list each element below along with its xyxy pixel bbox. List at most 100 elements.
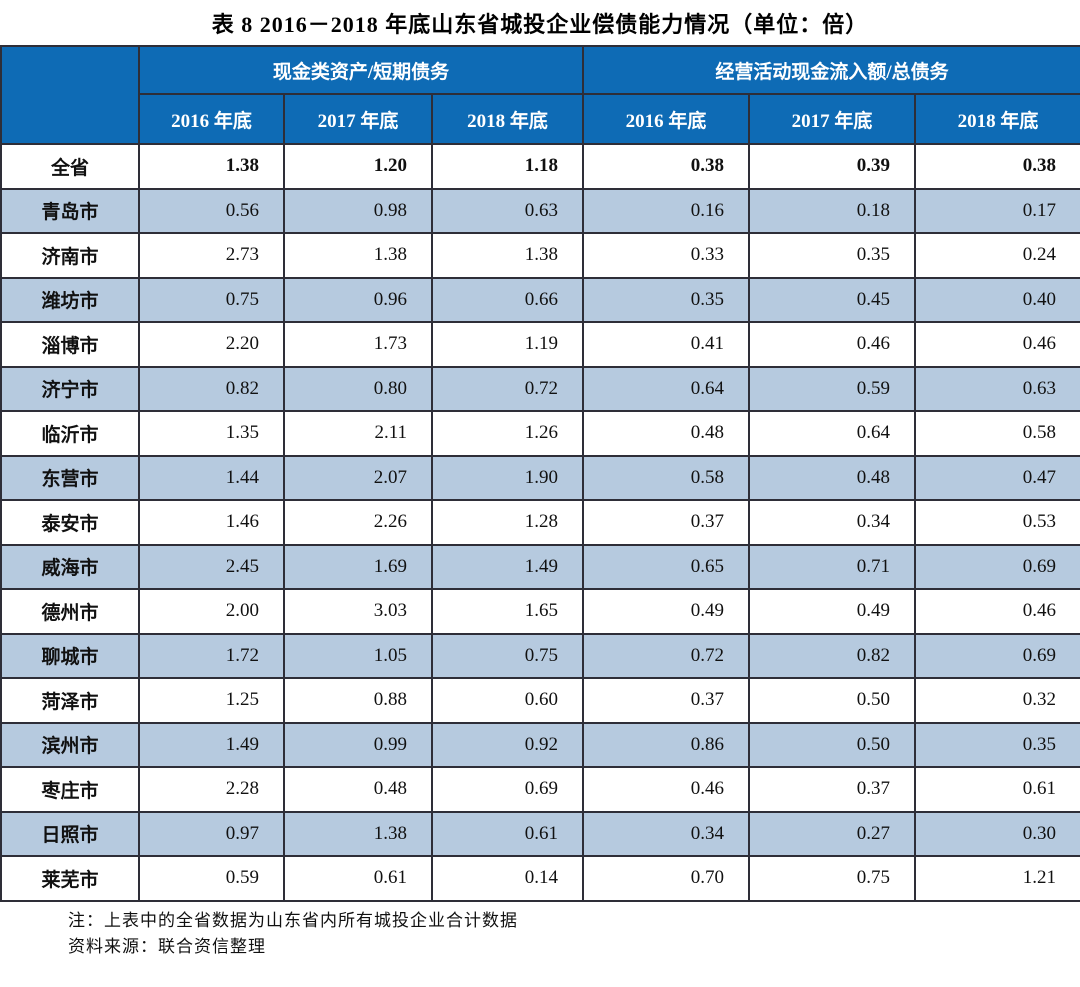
region-cell: 滨州市	[0, 721, 140, 768]
table-row: 济南市 2.73 1.38 1.38 0.33 0.35 0.24	[0, 232, 1080, 279]
value-cell: 1.69	[283, 543, 433, 590]
value-cell: 1.18	[431, 143, 584, 190]
year-header-row: 2016 年底 2017 年底 2018 年底 2016 年底 2017 年底 …	[1, 93, 1080, 145]
year-header-2018-left: 2018 年底	[431, 93, 584, 145]
table-row: 东营市 1.44 2.07 1.90 0.58 0.48 0.47	[0, 454, 1080, 501]
value-cell: 0.48	[283, 766, 433, 813]
region-cell: 临沂市	[0, 410, 140, 457]
value-cell: 0.35	[914, 721, 1080, 768]
value-cell: 0.56	[138, 187, 285, 234]
value-cell: 0.46	[582, 766, 750, 813]
data-table: 现金类资产/短期债务 经营活动现金流入额/总债务 2016 年底 2017 年底…	[0, 45, 1080, 902]
value-cell: 1.65	[431, 588, 584, 635]
table-row: 枣庄市 2.28 0.48 0.69 0.46 0.37 0.61	[0, 766, 1080, 813]
table-row: 淄博市 2.20 1.73 1.19 0.41 0.46 0.46	[0, 321, 1080, 368]
value-cell: 1.28	[431, 499, 584, 546]
table-row: 全省 1.38 1.20 1.18 0.38 0.39 0.38	[0, 143, 1080, 190]
region-cell: 聊城市	[0, 632, 140, 679]
value-cell: 0.47	[914, 454, 1080, 501]
region-cell: 潍坊市	[0, 276, 140, 323]
value-cell: 1.38	[138, 143, 285, 190]
value-cell: 2.45	[138, 543, 285, 590]
page-title: 表 8 2016－2018 年底山东省城投企业偿债能力情况（单位：倍）	[211, 12, 869, 37]
value-cell: 0.37	[582, 499, 750, 546]
value-cell: 0.70	[582, 855, 750, 902]
value-cell: 0.96	[283, 276, 433, 323]
value-cell: 0.33	[582, 232, 750, 279]
value-cell: 0.61	[431, 810, 584, 857]
value-cell: 1.73	[283, 321, 433, 368]
value-cell: 0.30	[914, 810, 1080, 857]
value-cell: 0.58	[582, 454, 750, 501]
region-cell: 济宁市	[0, 365, 140, 412]
table-notes: 注：上表中的全省数据为山东省内所有城投企业合计数据 资料来源：联合资信整理	[0, 902, 1080, 961]
value-cell: 0.17	[914, 187, 1080, 234]
value-cell: 1.72	[138, 632, 285, 679]
value-cell: 0.61	[283, 855, 433, 902]
value-cell: 1.05	[283, 632, 433, 679]
value-cell: 1.25	[138, 677, 285, 724]
region-cell: 枣庄市	[0, 766, 140, 813]
value-cell: 0.32	[914, 677, 1080, 724]
value-cell: 0.64	[582, 365, 750, 412]
year-header-2017-left: 2017 年底	[283, 93, 433, 145]
value-cell: 0.82	[138, 365, 285, 412]
value-cell: 0.35	[748, 232, 916, 279]
value-cell: 0.80	[283, 365, 433, 412]
value-cell: 3.03	[283, 588, 433, 635]
corner-cell	[0, 45, 140, 145]
value-cell: 1.21	[914, 855, 1080, 902]
value-cell: 0.45	[748, 276, 916, 323]
value-cell: 0.72	[582, 632, 750, 679]
value-cell: 0.16	[582, 187, 750, 234]
year-header-2017-right: 2017 年底	[748, 93, 916, 145]
region-cell: 泰安市	[0, 499, 140, 546]
value-cell: 0.66	[431, 276, 584, 323]
year-header-2016-left: 2016 年底	[138, 93, 285, 145]
value-cell: 0.63	[914, 365, 1080, 412]
region-cell: 菏泽市	[0, 677, 140, 724]
region-cell: 德州市	[0, 588, 140, 635]
value-cell: 0.35	[582, 276, 750, 323]
value-cell: 0.75	[431, 632, 584, 679]
value-cell: 1.44	[138, 454, 285, 501]
region-cell: 淄博市	[0, 321, 140, 368]
value-cell: 0.69	[914, 543, 1080, 590]
value-cell: 0.61	[914, 766, 1080, 813]
value-cell: 1.46	[138, 499, 285, 546]
value-cell: 0.72	[431, 365, 584, 412]
value-cell: 0.46	[914, 321, 1080, 368]
value-cell: 1.49	[431, 543, 584, 590]
group-header-cash-assets: 现金类资产/短期债务	[138, 45, 584, 95]
value-cell: 0.75	[748, 855, 916, 902]
value-cell: 1.35	[138, 410, 285, 457]
value-cell: 0.86	[582, 721, 750, 768]
table-row: 菏泽市 1.25 0.88 0.60 0.37 0.50 0.32	[0, 677, 1080, 724]
value-cell: 1.20	[283, 143, 433, 190]
year-header-2016-right: 2016 年底	[582, 93, 750, 145]
value-cell: 0.39	[748, 143, 916, 190]
value-cell: 0.18	[748, 187, 916, 234]
region-cell: 青岛市	[0, 187, 140, 234]
value-cell: 0.24	[914, 232, 1080, 279]
note-line: 资料来源：联合资信整理	[68, 936, 266, 956]
table-row: 济宁市 0.82 0.80 0.72 0.64 0.59 0.63	[0, 365, 1080, 412]
value-cell: 0.69	[914, 632, 1080, 679]
value-cell: 0.99	[283, 721, 433, 768]
value-cell: 0.37	[582, 677, 750, 724]
value-cell: 1.38	[283, 810, 433, 857]
table-body: 全省 1.38 1.20 1.18 0.38 0.39 0.38 青岛市 0.56 0.98 0.6…	[0, 143, 1080, 902]
value-cell: 0.69	[431, 766, 584, 813]
value-cell: 0.48	[582, 410, 750, 457]
value-cell: 0.60	[431, 677, 584, 724]
table-row: 德州市 2.00 3.03 1.65 0.49 0.49 0.46	[0, 588, 1080, 635]
value-cell: 2.07	[283, 454, 433, 501]
value-cell: 0.37	[748, 766, 916, 813]
value-cell: 0.97	[138, 810, 285, 857]
value-cell: 0.59	[748, 365, 916, 412]
value-cell: 0.63	[431, 187, 584, 234]
region-cell: 全省	[0, 143, 140, 190]
value-cell: 2.28	[138, 766, 285, 813]
value-cell: 0.50	[748, 721, 916, 768]
